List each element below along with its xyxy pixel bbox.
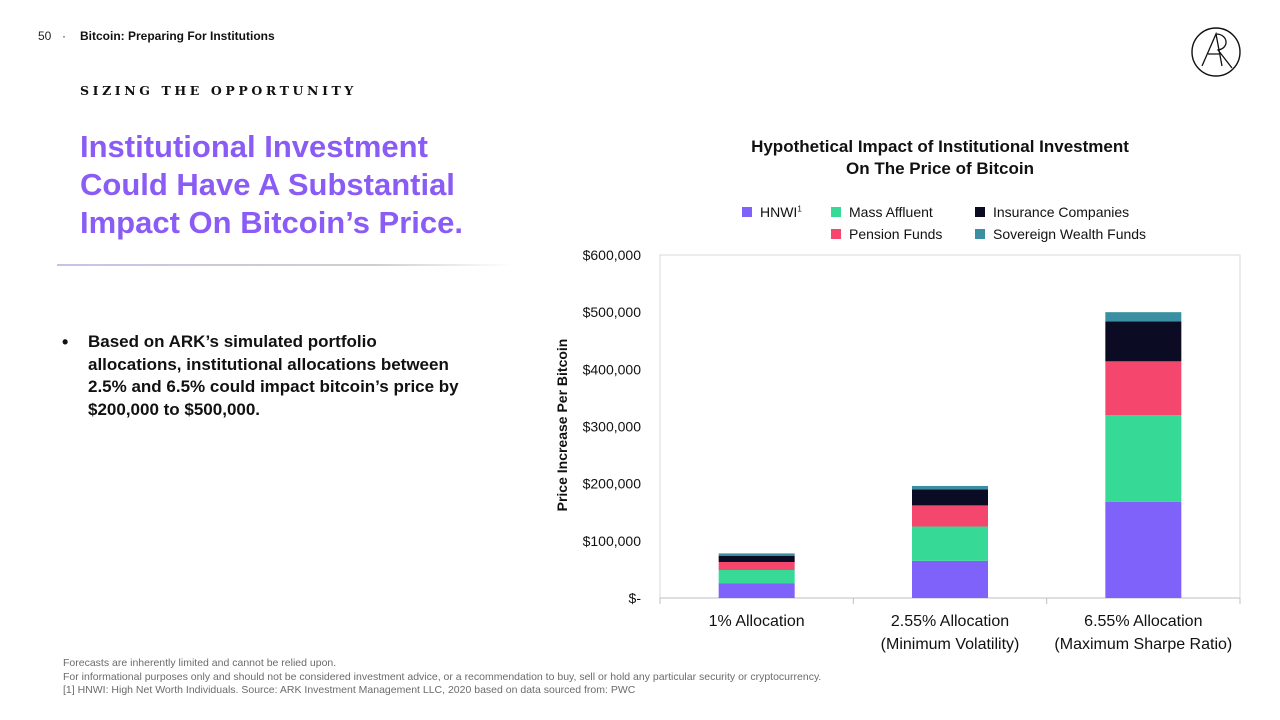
bar-segment-mass-affluent	[1105, 415, 1182, 502]
chart-title-line-1: Hypothetical Impact of Institutional Inv…	[751, 137, 1129, 156]
x-tick-label: 2.55% Allocation	[891, 613, 1009, 630]
bar-segment-hnwi	[912, 560, 988, 598]
footnote-2: For informational purposes only and shou…	[63, 670, 822, 683]
y-tick-label: $400,000	[583, 361, 642, 377]
bar-segment-pension-funds	[1105, 361, 1182, 416]
footnote-1: Forecasts are inherently limited and can…	[63, 657, 337, 669]
bar-segment-mass-affluent	[912, 526, 988, 561]
legend-label-insurance-companies: Insurance Companies	[993, 204, 1130, 220]
legend-swatch-mass-affluent	[831, 207, 841, 217]
bar-segment-hnwi	[718, 583, 795, 598]
legend-item-sovereign-wealth-funds: Sovereign Wealth Funds	[975, 226, 1146, 242]
x-tick-label: (Maximum Sharpe Ratio)	[1054, 636, 1232, 653]
legend-item-pension-funds: Pension Funds	[831, 226, 942, 242]
y-tick-label: $300,000	[583, 419, 642, 435]
y-tick-label: $-	[629, 590, 642, 606]
ark-logo-icon	[1191, 27, 1241, 77]
x-tick-label: 6.55% Allocation	[1084, 613, 1202, 630]
y-axis-label: Price Increase Per Bitcoin	[554, 338, 570, 512]
legend-swatch-insurance-companies	[975, 207, 985, 217]
legend-item-insurance-companies: Insurance Companies	[975, 204, 1129, 220]
legend-label-hnwi: HNWI1	[760, 204, 802, 220]
bar-segment-sovereign-wealth-funds	[718, 553, 795, 556]
bar-segment-pension-funds	[912, 505, 988, 527]
bar-segment-sovereign-wealth-funds	[912, 485, 988, 490]
chart-title: Hypothetical Impact of Institutional Inv…	[640, 136, 1240, 180]
bar-segment-mass-affluent	[718, 569, 795, 584]
x-tick-label: (Minimum Volatility)	[881, 636, 1020, 653]
bar-segment-pension-funds	[718, 561, 795, 570]
document-title: Bitcoin: Preparing For Institutions	[80, 29, 275, 43]
y-tick-label: $500,000	[583, 304, 642, 320]
legend-label-pension-funds: Pension Funds	[849, 226, 943, 242]
header-separator: ·	[62, 29, 66, 43]
section-label: SIZING THE OPPORTUNITY	[80, 83, 357, 98]
page-title: Institutional Investment Could Have A Su…	[80, 129, 464, 240]
legend-swatch-pension-funds	[831, 229, 841, 239]
y-tick-label: $200,000	[583, 476, 642, 492]
title-divider	[57, 264, 512, 266]
footnotes: Forecasts are inherently limited and can…	[63, 657, 1163, 698]
footnote-3: [1] HNWI: High Net Worth Individuals. So…	[63, 684, 636, 696]
bullet-marker: •	[62, 332, 69, 352]
x-tick-label: 1% Allocation	[709, 613, 805, 630]
bar-segment-insurance-companies	[912, 489, 988, 506]
plot-area-frame	[659, 254, 1241, 599]
legend-label-mass-affluent: Mass Affluent	[849, 204, 933, 220]
chart-title-line-2: On The Price of Bitcoin	[846, 159, 1034, 178]
y-tick-label: $100,000	[583, 533, 642, 549]
page-number: 50	[38, 29, 52, 43]
y-tick-label: $600,000	[583, 247, 642, 263]
legend-item-hnwi: HNWI1	[742, 204, 802, 220]
legend-swatch-sovereign-wealth-funds	[975, 229, 985, 239]
legend-item-mass-affluent: Mass Affluent	[831, 204, 933, 220]
legend-label-sovereign-wealth-funds: Sovereign Wealth Funds	[993, 226, 1147, 242]
bar-segment-sovereign-wealth-funds	[1105, 312, 1182, 322]
bar-segment-hnwi	[1105, 501, 1182, 598]
bar-segment-insurance-companies	[1105, 321, 1182, 362]
bar-segment-insurance-companies	[718, 555, 795, 562]
legend-swatch-hnwi	[742, 207, 752, 217]
bullet-text: Based on ARK’s simulated portfolio alloc…	[88, 332, 459, 419]
